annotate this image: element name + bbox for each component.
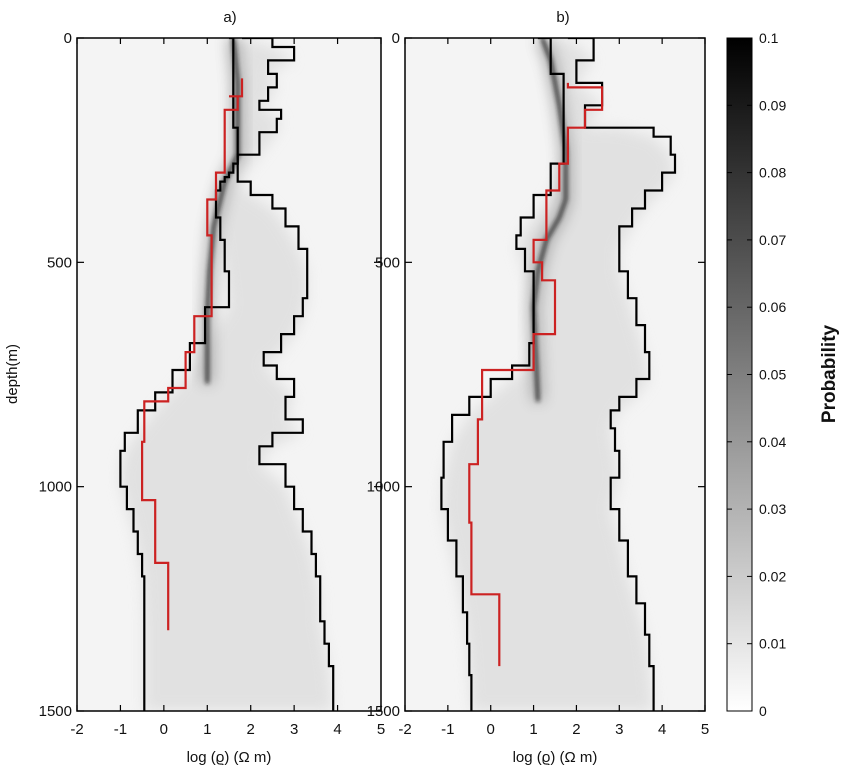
black-bound-line (119, 38, 239, 711)
y-tick-label: 500 (375, 254, 400, 271)
panel-a-frame (76, 37, 382, 712)
black-bound-line (440, 38, 565, 711)
colorbar-tick-label: 0.09 (759, 97, 786, 113)
panel-b: b) -2 -1 0 1 2 3 4 5 0 500 1000 1500 log (ϱ) (Ω m) (367, 9, 710, 766)
black-bound-line (236, 38, 335, 711)
colorbar-tick-label: 0.07 (759, 232, 786, 248)
panel-b-frame (404, 37, 706, 712)
panel-b-x-axis-label: log (ϱ) (Ω m) (513, 749, 598, 766)
black-bound-line (567, 38, 677, 711)
x-tick-label: 1 (203, 721, 211, 738)
y-tick-label: 500 (47, 254, 72, 271)
panel-a-x-ticks: -2 -1 0 1 2 3 4 5 (70, 38, 385, 738)
x-tick-label: 5 (377, 721, 385, 738)
colorbar-label: Probability (819, 324, 840, 423)
colorbar-tick-label: 0.1 (759, 30, 779, 46)
panel-a: a) -2 -1 0 1 2 3 4 5 0 500 1000 1500 log (ϱ) (Ω m)… (4, 9, 385, 766)
colorbar-tick-label: 0.08 (759, 165, 786, 181)
colorbar-tick-label: 0.03 (759, 501, 786, 517)
panel-a-x-axis-label: log (ϱ) (Ω m) (187, 749, 272, 766)
x-tick-label: 4 (333, 721, 341, 738)
y-tick-label: 0 (392, 30, 400, 47)
panel-a-y-axis-label: depth(m) (4, 344, 21, 404)
red-profile-line (141, 78, 244, 631)
colorbar-tick-label: 0.04 (759, 434, 786, 450)
panel-b-x-ticks: -2 -1 0 1 2 3 4 5 (398, 38, 709, 738)
colorbar-ticks: 0.1 0.09 0.08 0.07 0.06 0.05 0.04 0.03 0.02 0.01 0 (727, 30, 786, 719)
x-tick-label: 3 (615, 721, 623, 738)
x-tick-label: -1 (441, 721, 454, 738)
x-tick-label: 0 (487, 721, 495, 738)
y-tick-label: 1000 (39, 479, 72, 496)
x-tick-label: -2 (398, 721, 411, 738)
y-tick-label: 1500 (39, 703, 72, 720)
density-band-shade (120, 38, 334, 711)
colorbar-tick-label: 0.05 (759, 367, 786, 383)
x-tick-label: 5 (701, 721, 709, 738)
panel-b-y-ticks: 0 500 1000 1500 (367, 30, 705, 720)
x-tick-label: 2 (572, 721, 580, 738)
x-tick-label: 2 (247, 721, 255, 738)
x-tick-label: 3 (290, 721, 298, 738)
panel-a-title: a) (223, 9, 236, 26)
x-tick-label: 4 (658, 721, 666, 738)
red-profile-line (468, 82, 604, 667)
y-tick-label: 1000 (367, 479, 400, 496)
x-tick-label: -1 (114, 721, 127, 738)
panel-a-y-ticks: 0 500 1000 1500 (39, 30, 381, 720)
y-tick-label: 0 (64, 30, 72, 47)
colorbar: 0.10.090.080.070.060.050.040.030.020.010… (726, 30, 840, 719)
y-tick-label: 1500 (367, 703, 400, 720)
x-tick-label: 1 (529, 721, 537, 738)
colorbar-tick-label: 0.01 (759, 636, 786, 652)
colorbar-tick-label: 0 (759, 703, 767, 719)
x-tick-label: -2 (70, 721, 83, 738)
colorbar-tick-label: 0.06 (759, 299, 786, 315)
panel-a-lines (119, 38, 335, 711)
panel-b-lines (440, 38, 677, 711)
colorbar-tick-label: 0.02 (759, 568, 786, 584)
density-band-shade (441, 38, 675, 711)
panel-b-title: b) (556, 9, 569, 26)
x-tick-label: 0 (160, 721, 168, 738)
